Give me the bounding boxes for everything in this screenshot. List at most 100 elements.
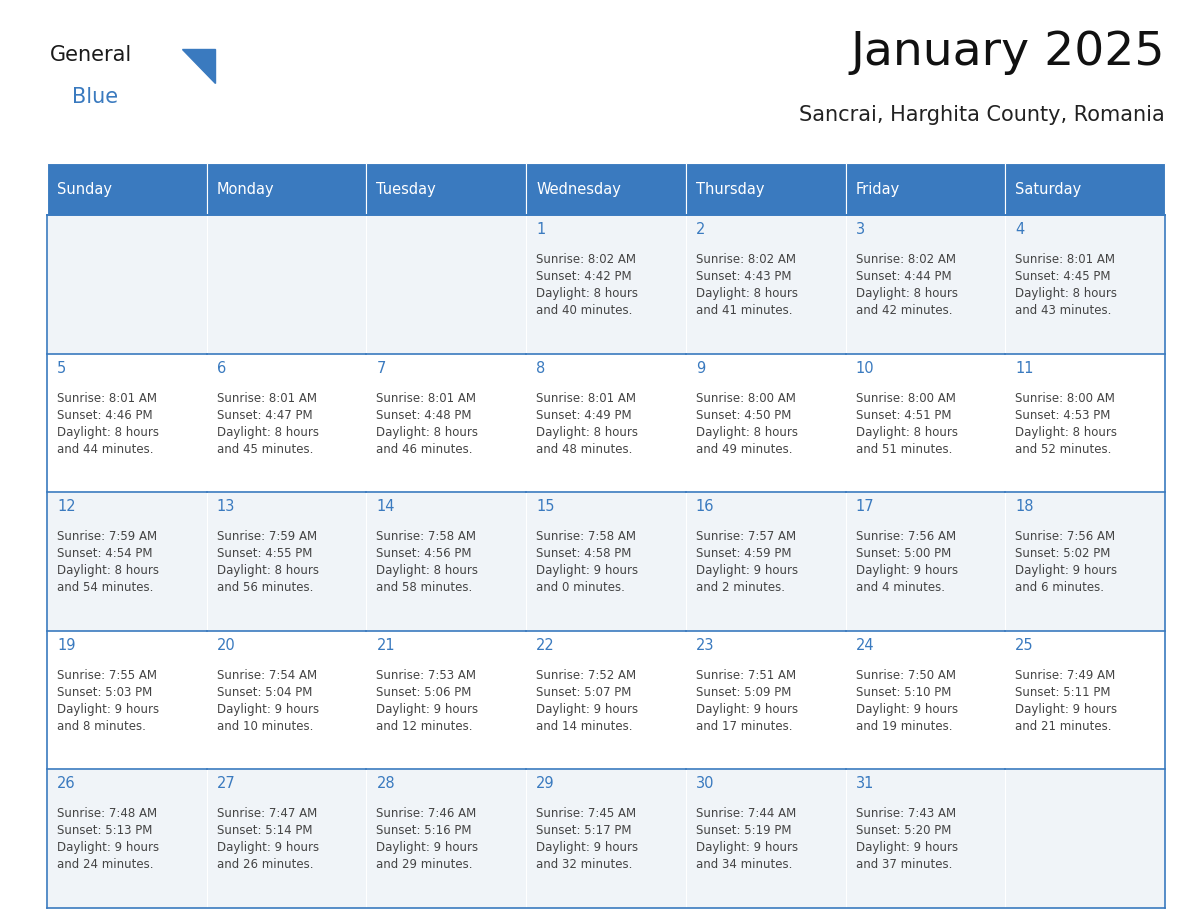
Text: Sancrai, Harghita County, Romania: Sancrai, Harghita County, Romania (800, 105, 1165, 125)
Bar (685, 631, 846, 769)
Bar (846, 492, 1005, 631)
Text: 17: 17 (855, 499, 874, 514)
Text: 30: 30 (696, 777, 714, 791)
Bar (526, 353, 685, 492)
Bar (846, 631, 1005, 769)
Text: 14: 14 (377, 499, 394, 514)
Bar (48, 492, 207, 631)
Bar (366, 769, 526, 908)
Bar (366, 215, 526, 353)
Text: General: General (50, 45, 132, 65)
Text: Sunrise: 8:01 AM
Sunset: 4:48 PM
Daylight: 8 hours
and 46 minutes.: Sunrise: 8:01 AM Sunset: 4:48 PM Dayligh… (377, 392, 479, 455)
Text: Blue: Blue (72, 87, 118, 107)
Text: Sunrise: 8:01 AM
Sunset: 4:49 PM
Daylight: 8 hours
and 48 minutes.: Sunrise: 8:01 AM Sunset: 4:49 PM Dayligh… (536, 392, 638, 455)
Bar (366, 163, 526, 215)
Bar (685, 353, 846, 492)
Bar (846, 769, 1005, 908)
Bar (48, 631, 207, 769)
Text: Saturday: Saturday (1016, 182, 1081, 196)
Bar (366, 631, 526, 769)
Text: 22: 22 (536, 638, 555, 653)
Text: Sunrise: 7:55 AM
Sunset: 5:03 PM
Daylight: 9 hours
and 8 minutes.: Sunrise: 7:55 AM Sunset: 5:03 PM Dayligh… (57, 669, 159, 733)
Text: 16: 16 (696, 499, 714, 514)
Text: Sunrise: 7:50 AM
Sunset: 5:10 PM
Daylight: 9 hours
and 19 minutes.: Sunrise: 7:50 AM Sunset: 5:10 PM Dayligh… (855, 669, 958, 733)
Bar (526, 631, 685, 769)
Text: Sunrise: 7:44 AM
Sunset: 5:19 PM
Daylight: 9 hours
and 34 minutes.: Sunrise: 7:44 AM Sunset: 5:19 PM Dayligh… (696, 808, 798, 871)
Bar (1005, 215, 1165, 353)
Text: Sunrise: 7:57 AM
Sunset: 4:59 PM
Daylight: 9 hours
and 2 minutes.: Sunrise: 7:57 AM Sunset: 4:59 PM Dayligh… (696, 531, 798, 594)
Bar (526, 769, 685, 908)
Bar (685, 215, 846, 353)
Text: Sunrise: 8:02 AM
Sunset: 4:42 PM
Daylight: 8 hours
and 40 minutes.: Sunrise: 8:02 AM Sunset: 4:42 PM Dayligh… (536, 253, 638, 317)
Text: Sunrise: 7:58 AM
Sunset: 4:58 PM
Daylight: 9 hours
and 0 minutes.: Sunrise: 7:58 AM Sunset: 4:58 PM Dayligh… (536, 531, 638, 594)
Bar (366, 492, 526, 631)
Text: Sunrise: 8:01 AM
Sunset: 4:47 PM
Daylight: 8 hours
and 45 minutes.: Sunrise: 8:01 AM Sunset: 4:47 PM Dayligh… (216, 392, 318, 455)
Bar (207, 492, 366, 631)
Text: Sunrise: 7:49 AM
Sunset: 5:11 PM
Daylight: 9 hours
and 21 minutes.: Sunrise: 7:49 AM Sunset: 5:11 PM Dayligh… (1016, 669, 1118, 733)
Text: Friday: Friday (855, 182, 899, 196)
Text: Sunrise: 8:01 AM
Sunset: 4:46 PM
Daylight: 8 hours
and 44 minutes.: Sunrise: 8:01 AM Sunset: 4:46 PM Dayligh… (57, 392, 159, 455)
Text: 29: 29 (536, 777, 555, 791)
Text: 18: 18 (1016, 499, 1034, 514)
Text: Sunrise: 7:54 AM
Sunset: 5:04 PM
Daylight: 9 hours
and 10 minutes.: Sunrise: 7:54 AM Sunset: 5:04 PM Dayligh… (216, 669, 318, 733)
Bar (1005, 163, 1165, 215)
Bar (526, 492, 685, 631)
Text: Sunrise: 7:59 AM
Sunset: 4:55 PM
Daylight: 8 hours
and 56 minutes.: Sunrise: 7:59 AM Sunset: 4:55 PM Dayligh… (216, 531, 318, 594)
Text: Sunrise: 7:56 AM
Sunset: 5:02 PM
Daylight: 9 hours
and 6 minutes.: Sunrise: 7:56 AM Sunset: 5:02 PM Dayligh… (1016, 531, 1118, 594)
Bar (846, 215, 1005, 353)
Bar (207, 631, 366, 769)
Text: Sunday: Sunday (57, 182, 112, 196)
Text: Sunrise: 7:56 AM
Sunset: 5:00 PM
Daylight: 9 hours
and 4 minutes.: Sunrise: 7:56 AM Sunset: 5:00 PM Dayligh… (855, 531, 958, 594)
Text: Sunrise: 8:00 AM
Sunset: 4:53 PM
Daylight: 8 hours
and 52 minutes.: Sunrise: 8:00 AM Sunset: 4:53 PM Dayligh… (1016, 392, 1117, 455)
Bar (1005, 353, 1165, 492)
Text: 21: 21 (377, 638, 396, 653)
Text: 24: 24 (855, 638, 874, 653)
Text: 11: 11 (1016, 361, 1034, 375)
Text: Sunrise: 7:46 AM
Sunset: 5:16 PM
Daylight: 9 hours
and 29 minutes.: Sunrise: 7:46 AM Sunset: 5:16 PM Dayligh… (377, 808, 479, 871)
Text: Sunrise: 7:53 AM
Sunset: 5:06 PM
Daylight: 9 hours
and 12 minutes.: Sunrise: 7:53 AM Sunset: 5:06 PM Dayligh… (377, 669, 479, 733)
Bar (526, 163, 685, 215)
Text: 20: 20 (216, 638, 235, 653)
Text: 2: 2 (696, 222, 706, 237)
Text: 3: 3 (855, 222, 865, 237)
Text: 31: 31 (855, 777, 874, 791)
Bar (1005, 769, 1165, 908)
Text: Sunrise: 7:48 AM
Sunset: 5:13 PM
Daylight: 9 hours
and 24 minutes.: Sunrise: 7:48 AM Sunset: 5:13 PM Dayligh… (57, 808, 159, 871)
Text: 9: 9 (696, 361, 706, 375)
Bar (1005, 492, 1165, 631)
Bar (48, 353, 207, 492)
Bar (846, 353, 1005, 492)
Text: 26: 26 (57, 777, 76, 791)
Bar (685, 492, 846, 631)
Text: Tuesday: Tuesday (377, 182, 436, 196)
Text: Sunrise: 8:02 AM
Sunset: 4:43 PM
Daylight: 8 hours
and 41 minutes.: Sunrise: 8:02 AM Sunset: 4:43 PM Dayligh… (696, 253, 798, 317)
Text: 1: 1 (536, 222, 545, 237)
Bar (207, 353, 366, 492)
Text: Sunrise: 7:43 AM
Sunset: 5:20 PM
Daylight: 9 hours
and 37 minutes.: Sunrise: 7:43 AM Sunset: 5:20 PM Dayligh… (855, 808, 958, 871)
Text: Sunrise: 7:52 AM
Sunset: 5:07 PM
Daylight: 9 hours
and 14 minutes.: Sunrise: 7:52 AM Sunset: 5:07 PM Dayligh… (536, 669, 638, 733)
Text: 23: 23 (696, 638, 714, 653)
Bar (48, 163, 207, 215)
Text: 19: 19 (57, 638, 76, 653)
Text: Sunrise: 7:47 AM
Sunset: 5:14 PM
Daylight: 9 hours
and 26 minutes.: Sunrise: 7:47 AM Sunset: 5:14 PM Dayligh… (216, 808, 318, 871)
Text: Wednesday: Wednesday (536, 182, 621, 196)
Text: 15: 15 (536, 499, 555, 514)
Text: 28: 28 (377, 777, 396, 791)
Text: Thursday: Thursday (696, 182, 764, 196)
Bar (48, 769, 207, 908)
Bar (1005, 631, 1165, 769)
Bar (366, 353, 526, 492)
Text: Sunrise: 8:00 AM
Sunset: 4:50 PM
Daylight: 8 hours
and 49 minutes.: Sunrise: 8:00 AM Sunset: 4:50 PM Dayligh… (696, 392, 798, 455)
Text: 25: 25 (1016, 638, 1034, 653)
Text: 4: 4 (1016, 222, 1024, 237)
Text: Sunrise: 7:45 AM
Sunset: 5:17 PM
Daylight: 9 hours
and 32 minutes.: Sunrise: 7:45 AM Sunset: 5:17 PM Dayligh… (536, 808, 638, 871)
Text: 6: 6 (216, 361, 226, 375)
Text: 13: 13 (216, 499, 235, 514)
Text: Sunrise: 7:59 AM
Sunset: 4:54 PM
Daylight: 8 hours
and 54 minutes.: Sunrise: 7:59 AM Sunset: 4:54 PM Dayligh… (57, 531, 159, 594)
Text: 8: 8 (536, 361, 545, 375)
Text: 5: 5 (57, 361, 67, 375)
Text: 12: 12 (57, 499, 76, 514)
Polygon shape (182, 49, 215, 83)
Bar (526, 215, 685, 353)
Bar (685, 163, 846, 215)
